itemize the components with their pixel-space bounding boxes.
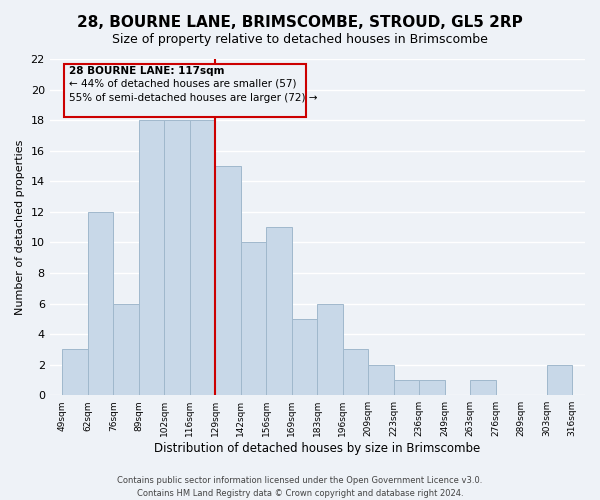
Text: 28, BOURNE LANE, BRIMSCOMBE, STROUD, GL5 2RP: 28, BOURNE LANE, BRIMSCOMBE, STROUD, GL5… (77, 15, 523, 30)
Bar (419, 380, 445, 395)
Bar (190, 120, 215, 395)
Y-axis label: Number of detached properties: Number of detached properties (15, 140, 25, 315)
Text: 55% of semi-detached houses are larger (72) →: 55% of semi-detached houses are larger (… (69, 94, 317, 104)
Text: Contains HM Land Registry data © Crown copyright and database right 2024.: Contains HM Land Registry data © Crown c… (137, 488, 463, 498)
Bar (62, 350, 88, 395)
Bar (139, 120, 164, 395)
Bar (113, 304, 139, 395)
Text: ← 44% of detached houses are smaller (57): ← 44% of detached houses are smaller (57… (69, 79, 296, 89)
Bar (343, 350, 368, 395)
Bar (88, 212, 113, 395)
Bar (317, 304, 343, 395)
Bar (547, 364, 572, 395)
Bar (164, 120, 190, 395)
Bar (470, 380, 496, 395)
Bar (394, 380, 419, 395)
Bar (368, 364, 394, 395)
X-axis label: Distribution of detached houses by size in Brimscombe: Distribution of detached houses by size … (154, 442, 481, 455)
Text: 28 BOURNE LANE: 117sqm: 28 BOURNE LANE: 117sqm (69, 66, 224, 76)
FancyBboxPatch shape (64, 64, 306, 117)
Bar (215, 166, 241, 395)
Bar (292, 319, 317, 395)
Bar (266, 227, 292, 395)
Text: Contains public sector information licensed under the Open Government Licence v3: Contains public sector information licen… (118, 476, 482, 485)
Bar (241, 242, 266, 395)
Text: Size of property relative to detached houses in Brimscombe: Size of property relative to detached ho… (112, 32, 488, 46)
